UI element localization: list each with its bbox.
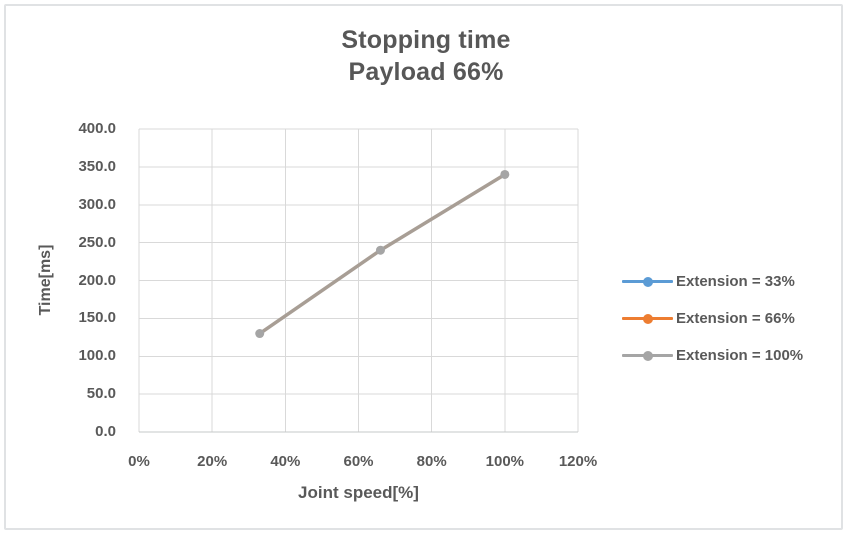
legend-item: Extension = 100% xyxy=(622,337,803,374)
legend-item: Extension = 66% xyxy=(622,300,803,337)
legend: Extension = 33% Extension = 66% Extension … xyxy=(622,263,803,374)
legend-label: Extension = 33% xyxy=(676,273,795,290)
legend-label: Extension = 66% xyxy=(676,310,795,327)
chart-title-line1: Stopping time xyxy=(341,26,511,54)
legend-marker-icon xyxy=(622,350,673,361)
legend-label: Extension = 100% xyxy=(676,347,804,364)
plot-area xyxy=(138,128,579,433)
data-point xyxy=(500,169,510,179)
x-axis-title: Joint speed[%] xyxy=(298,483,419,502)
legend-item: Extension = 33% xyxy=(622,263,803,300)
chart-title-line2: Payload 66% xyxy=(348,58,504,86)
y-axis-title: Time[ms] xyxy=(37,244,54,316)
legend-marker-icon xyxy=(622,276,673,287)
legend-marker-icon xyxy=(622,313,673,324)
chart-title: Stopping time Payload 66% xyxy=(0,24,852,88)
data-point xyxy=(375,245,385,255)
data-point xyxy=(255,329,265,339)
plot-svg xyxy=(138,128,579,433)
chart-frame-border xyxy=(4,4,843,530)
